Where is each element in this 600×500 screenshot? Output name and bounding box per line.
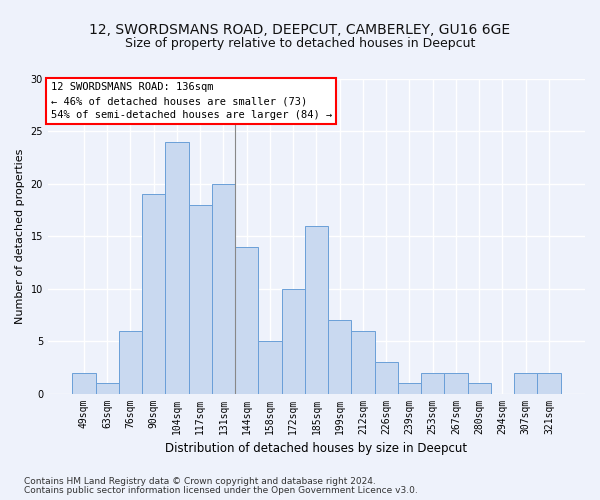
Bar bbox=[188, 205, 212, 394]
Text: Contains public sector information licensed under the Open Government Licence v3: Contains public sector information licen… bbox=[24, 486, 418, 495]
Bar bbox=[445, 372, 467, 394]
Bar bbox=[212, 184, 235, 394]
Bar bbox=[398, 383, 421, 394]
Text: 12, SWORDSMANS ROAD, DEEPCUT, CAMBERLEY, GU16 6GE: 12, SWORDSMANS ROAD, DEEPCUT, CAMBERLEY,… bbox=[89, 22, 511, 36]
Bar bbox=[95, 383, 119, 394]
Bar bbox=[119, 330, 142, 394]
Text: 12 SWORDSMANS ROAD: 136sqm
← 46% of detached houses are smaller (73)
54% of semi: 12 SWORDSMANS ROAD: 136sqm ← 46% of deta… bbox=[50, 82, 332, 120]
Bar bbox=[142, 194, 166, 394]
Bar bbox=[538, 372, 560, 394]
Bar bbox=[305, 226, 328, 394]
Bar bbox=[166, 142, 188, 394]
Y-axis label: Number of detached properties: Number of detached properties bbox=[15, 148, 25, 324]
Bar bbox=[328, 320, 352, 394]
Bar bbox=[421, 372, 445, 394]
Bar bbox=[235, 247, 259, 394]
Bar bbox=[467, 383, 491, 394]
X-axis label: Distribution of detached houses by size in Deepcut: Distribution of detached houses by size … bbox=[166, 442, 467, 455]
Bar bbox=[281, 288, 305, 394]
Bar bbox=[352, 330, 374, 394]
Bar bbox=[73, 372, 95, 394]
Bar bbox=[514, 372, 538, 394]
Bar bbox=[374, 362, 398, 394]
Text: Size of property relative to detached houses in Deepcut: Size of property relative to detached ho… bbox=[125, 38, 475, 51]
Bar bbox=[259, 341, 281, 394]
Text: Contains HM Land Registry data © Crown copyright and database right 2024.: Contains HM Land Registry data © Crown c… bbox=[24, 477, 376, 486]
